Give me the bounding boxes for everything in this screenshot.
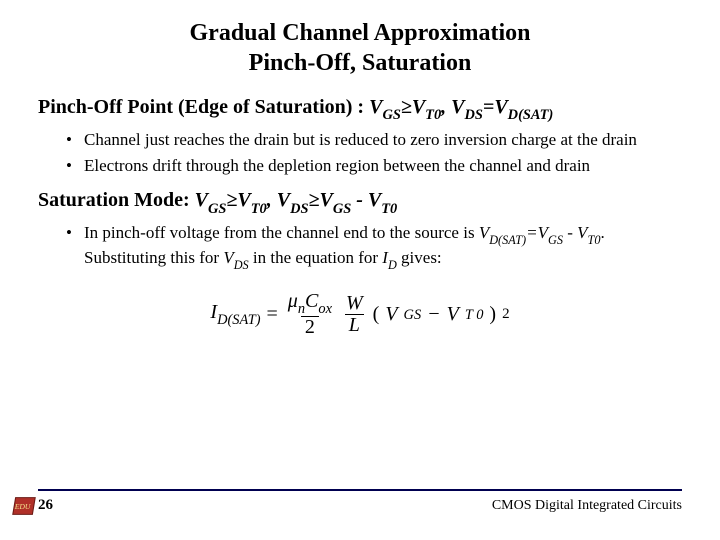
section-1-bullets: Channel just reaches the drain but is re… <box>38 129 682 177</box>
slide-title: Gradual Channel Approximation Pinch-Off,… <box>38 18 682 78</box>
title-line-1: Gradual Channel Approximation <box>190 20 531 46</box>
footer-rule <box>38 489 682 491</box>
footer-text: CMOS Digital Integrated Circuits <box>492 498 682 514</box>
footer: 26 CMOS Digital Integrated Circuits <box>38 489 682 514</box>
section-2-header: Saturation Mode: VGS≥VT0, VDS≥VGS - VT0 <box>38 189 682 216</box>
section-1-header: Pinch-Off Point (Edge of Saturation) : V… <box>38 96 682 123</box>
page-number: 26 <box>38 497 53 514</box>
list-item: In pinch-off voltage from the channel en… <box>84 222 682 273</box>
edu-logo-icon: EDU <box>10 494 38 518</box>
section-2-bullets: In pinch-off voltage from the channel en… <box>38 222 682 273</box>
title-line-2: Pinch-Off, Saturation <box>249 50 472 76</box>
list-item: Channel just reaches the drain but is re… <box>84 129 682 151</box>
equation: ID(SAT) = μnCox 2 W L (VGS − VT 0)2 <box>38 291 682 338</box>
list-item: Electrons drift through the depletion re… <box>84 155 682 177</box>
svg-text:EDU: EDU <box>14 502 31 511</box>
